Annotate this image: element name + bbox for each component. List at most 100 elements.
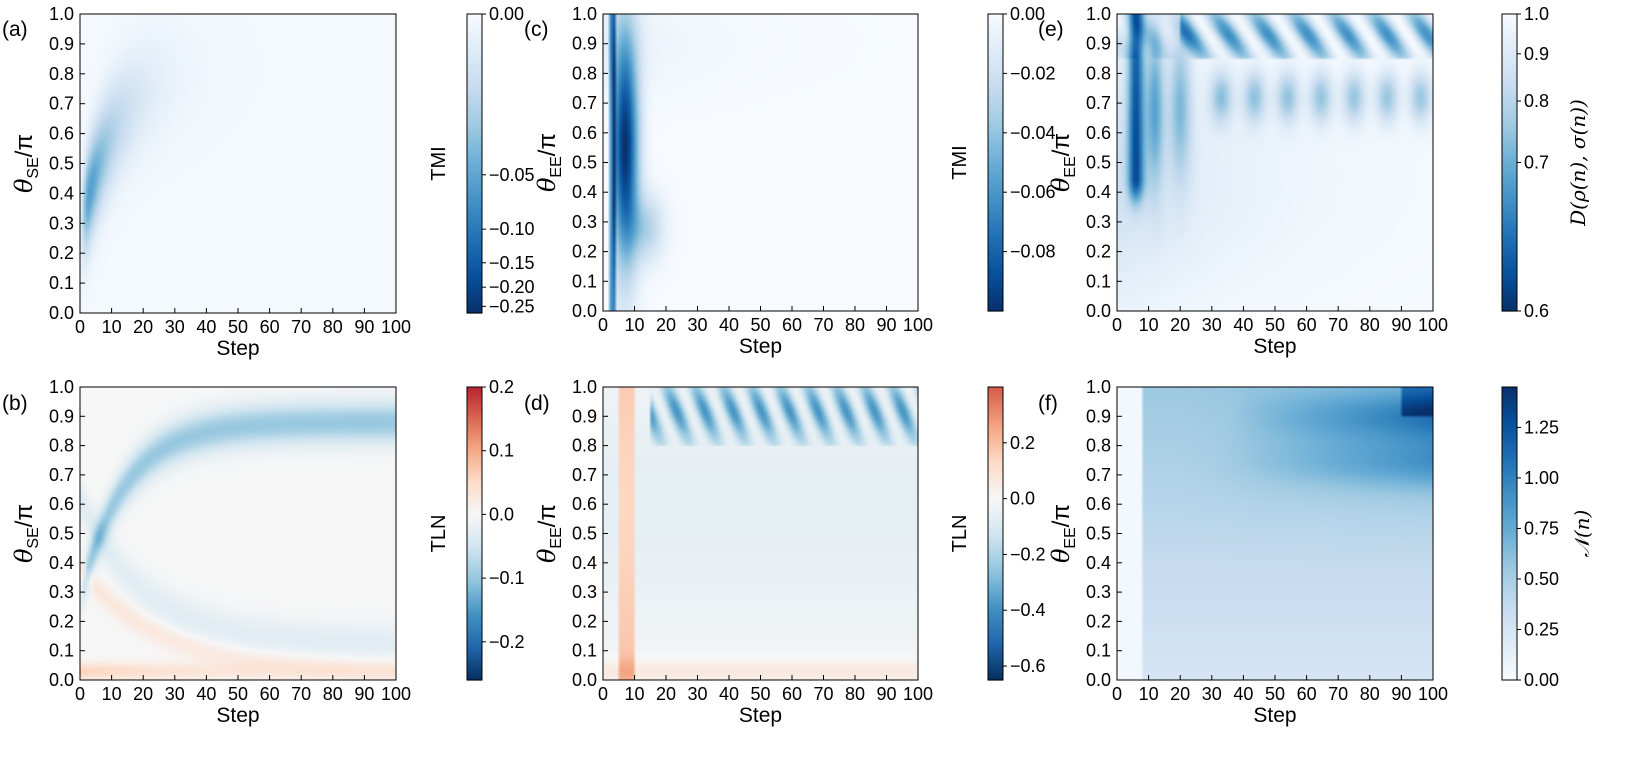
colorbar-segment [467, 582, 482, 585]
colorbar-segment [467, 545, 482, 548]
colorbar-segment [1502, 174, 1517, 177]
colorbar-segment [467, 674, 482, 677]
colorbar-segment [1502, 562, 1517, 566]
colorbar-segment [988, 293, 1003, 296]
colorbar-segment [467, 97, 482, 101]
colorbar-segment [988, 670, 1003, 673]
colorbar-segment [1502, 609, 1517, 613]
colorbar-segment [988, 57, 1003, 61]
colorbar-segment [467, 498, 482, 501]
colorbar-segment [988, 136, 1003, 140]
x-tick-label: 20 [1170, 315, 1190, 335]
colorbar-segment [1502, 637, 1517, 640]
y-tick-label: 0.0 [1086, 670, 1111, 690]
y-tick-label: 0.3 [49, 213, 74, 233]
colorbar-segment [988, 402, 1003, 406]
y-axis-label: θSE/π [10, 504, 42, 563]
colorbar-segment [1502, 51, 1517, 55]
colorbar-segment [988, 539, 1003, 542]
colorbar-segment [988, 551, 1003, 554]
colorbar-segment [988, 631, 1003, 634]
colorbar-segment [1502, 63, 1517, 67]
colorbar-segment [988, 547, 1003, 550]
colorbar-segment [988, 29, 1003, 33]
colorbar-segment [988, 47, 1003, 51]
colorbar-segment [988, 257, 1003, 261]
colorbar-segment [467, 599, 482, 603]
colorbar-segment [1502, 14, 1517, 17]
colorbar-segment [1502, 190, 1517, 193]
colorbar-segment [1502, 631, 1517, 634]
colorbar-segment [1502, 500, 1517, 503]
x-tick-label: 80 [845, 315, 865, 335]
x-tick-label: 80 [323, 317, 343, 337]
colorbar-segment [1502, 453, 1517, 456]
colorbar-segment [1502, 35, 1517, 39]
colorbar: 1.25 1.00 0.75 0.50 0.25 0.00 𝒩(n) [1501, 386, 1594, 690]
colorbar-segment [467, 404, 482, 408]
colorbar-segment [988, 196, 1003, 199]
colorbar-segment [988, 658, 1003, 662]
colorbar-segment [988, 259, 1003, 263]
colorbar-segment [1502, 182, 1517, 185]
colorbar-segment [988, 166, 1003, 170]
colorbar-segment [467, 243, 482, 246]
colorbar-segment [467, 279, 482, 282]
colorbar-segment [988, 87, 1003, 90]
colorbar-segment [467, 406, 482, 410]
colorbar-segment [467, 521, 482, 525]
colorbar-segment [1502, 128, 1517, 132]
colorbar-segment [988, 531, 1003, 535]
colorbar-segment [467, 654, 482, 658]
colorbar-segment [1502, 588, 1517, 591]
colorbar-segment [988, 556, 1003, 560]
colorbar-segment [467, 87, 482, 91]
colorbar-segment [1502, 449, 1517, 453]
x-tick-label: 0 [75, 684, 85, 704]
colorbar-segment [1502, 388, 1517, 392]
colorbar-segment [988, 535, 1003, 539]
x-tick-label: 60 [782, 684, 802, 704]
colorbar-segment [467, 513, 482, 517]
colorbar-segment [988, 408, 1003, 412]
colorbar-segment [988, 523, 1003, 527]
colorbar-segment [467, 159, 482, 163]
colorbar-segment [988, 590, 1003, 593]
colorbar-segment [988, 146, 1003, 150]
colorbar-segment [467, 500, 482, 503]
colorbar-segment [467, 125, 482, 129]
heatmap-image [80, 387, 396, 680]
colorbar-segment [467, 195, 482, 198]
colorbar-segment [467, 47, 482, 51]
colorbar-segment [467, 91, 482, 95]
colorbar-segment [467, 638, 482, 642]
colorbar-segment [467, 441, 482, 445]
colorbar-segment [988, 235, 1003, 239]
colorbar-segment [467, 43, 482, 47]
colorbar-segment [1502, 635, 1517, 638]
colorbar-segment [988, 609, 1003, 613]
colorbar-segment [467, 424, 482, 427]
colorbar-tick-label: −0.20 [489, 277, 535, 297]
colorbar-tick-label: −0.02 [1010, 63, 1056, 83]
colorbar-segment [988, 560, 1003, 564]
colorbar-segment [467, 492, 482, 496]
colorbar-segment [988, 55, 1003, 59]
colorbar-segment [467, 560, 482, 564]
colorbar-segment [467, 453, 482, 456]
colorbar-segment [467, 175, 482, 179]
colorbar-segment [467, 207, 482, 210]
y-tick-label: 0.0 [1086, 301, 1111, 321]
x-tick-label: 60 [1297, 315, 1317, 335]
colorbar-segment [1502, 126, 1517, 130]
colorbar-segment [467, 115, 482, 119]
y-tick-label: 0.6 [1086, 494, 1111, 514]
colorbar-tick-label: −0.15 [489, 253, 535, 273]
colorbar-segment [467, 49, 482, 53]
colorbar-segment [1502, 445, 1517, 449]
colorbar-frame [466, 386, 483, 681]
colorbar-segment [1502, 53, 1517, 57]
x-tick-label: 50 [750, 315, 770, 335]
y-tick-label: 0.4 [49, 183, 74, 203]
colorbar-segment [467, 281, 482, 284]
